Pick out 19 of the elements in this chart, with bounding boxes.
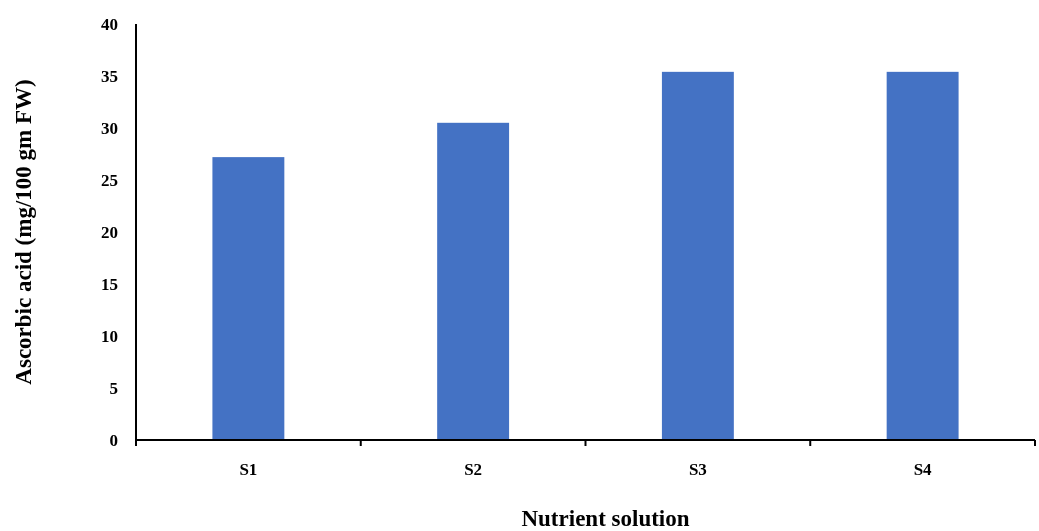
y-tick-label: 25	[101, 170, 118, 190]
y-tick-label: 35	[101, 66, 118, 86]
y-tick-label: 15	[101, 274, 118, 294]
x-tick-label: S3	[688, 460, 707, 479]
y-tick-label: 5	[109, 378, 118, 398]
x-tick-label: S1	[239, 460, 258, 479]
x-axis-title: Nutrient solution	[521, 506, 690, 531]
y-tick-label: 30	[101, 118, 118, 138]
y-axis-title: Ascorbic acid (mg/100 gm FW)	[11, 79, 36, 385]
bar	[212, 157, 285, 440]
y-tick-label: 20	[101, 222, 118, 242]
x-tick-label: S4	[913, 460, 933, 479]
y-tick-label: 40	[101, 14, 118, 34]
x-tick-label: S2	[464, 460, 483, 479]
bar	[886, 71, 959, 440]
bar	[437, 122, 510, 440]
y-tick-label: 10	[101, 326, 118, 346]
y-tick-label: 0	[109, 430, 118, 450]
bar	[661, 71, 734, 440]
